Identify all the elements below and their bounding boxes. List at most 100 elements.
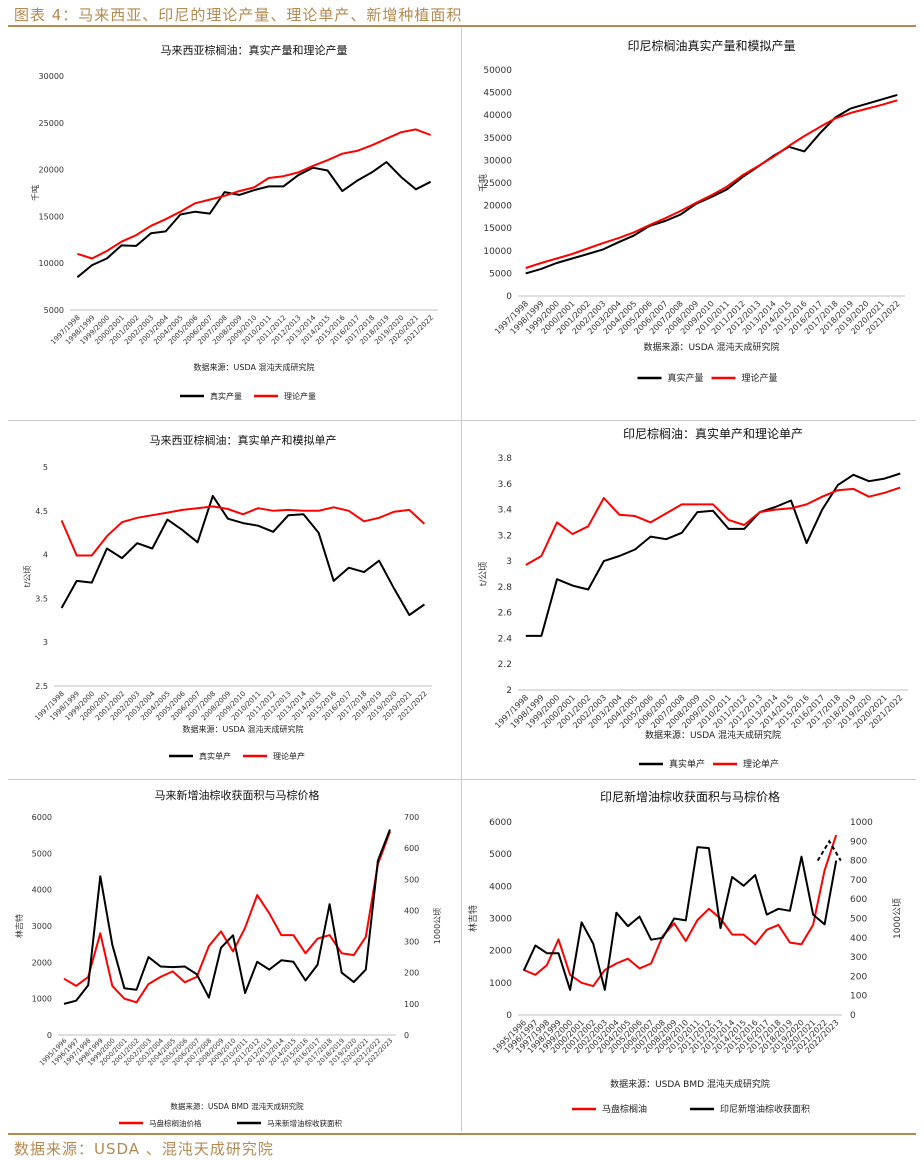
y2-tick-label: 200 — [850, 972, 867, 982]
y-tick-label: 25000 — [483, 179, 512, 189]
legend-label: 马盘棕榈油价格 — [149, 1118, 202, 1128]
chart-svg: 印尼棕榈油：真实单产和理论单产 2 2.2 2.4 2.6 2.8 3 3.2 3.4 3.6 3.… — [478, 426, 908, 770]
y-tick-label: 50000 — [483, 66, 512, 76]
y2-tick-label: 700 — [850, 876, 867, 886]
y-tick-label: 2.4 — [498, 634, 513, 644]
y-tick-label: 5000 — [489, 269, 512, 279]
chart-title: 马来西亚棕榈油：真实产量和理论产量 — [161, 43, 348, 57]
legend-label: 理论产量 — [284, 391, 316, 401]
legend-label: 真实单产 — [199, 751, 231, 761]
chart-title: 印尼棕榈油真实产量和模拟产量 — [627, 38, 795, 53]
y-tick-label: 4000 — [489, 882, 512, 892]
y-tick-label: 0 — [506, 1011, 512, 1021]
chart-title: 马来西亚棕榈油：真实单产和模拟单产 — [150, 433, 337, 447]
y2-tick-label: 100 — [404, 1000, 419, 1009]
chart-id-production: 印尼棕榈油真实产量和模拟产量 0 5000 10000 15000 20000 25000 3… — [462, 28, 914, 418]
y-tick-label: 1000 — [489, 979, 512, 989]
chart-my-area-price: 马来新增油棕收获面积与马棕价格 0 1000 2000 3000 4000 5000 6000… — [8, 781, 460, 1131]
chart-title: 印尼棕榈油：真实单产和理论单产 — [623, 426, 803, 441]
legend-label: 印尼新增油棕收获面积 — [720, 1103, 810, 1115]
y-tick-label: 3.4 — [498, 506, 513, 516]
y-tick-label: 2.6 — [498, 609, 513, 619]
chart-my-production: 马来西亚棕榈油：真实产量和理论产量 5000 10000 15000 20000 2500… — [8, 28, 460, 418]
y-tick-label: 5000 — [32, 849, 52, 858]
chart-title: 马来新增油棕收获面积与马棕价格 — [155, 788, 320, 802]
chart-source-note: 数据来源：USDA 混沌天成研究院 — [183, 724, 304, 734]
chart-svg: 马来西亚棕榈油：真实单产和模拟单产2.533.544.55t/公顷1997/19… — [23, 433, 432, 761]
y-tick-label: 2000 — [489, 947, 512, 957]
y2-tick-label: 800 — [850, 857, 867, 867]
y2-tick-label: 200 — [404, 969, 419, 978]
y-tick-label: 2.2 — [498, 660, 512, 670]
y-tick-label: 3 — [506, 557, 512, 567]
chart-source-note: 数据来源：USDA 混沌天成研究院 — [643, 341, 779, 353]
y-axis-label: t/公顷 — [23, 566, 32, 588]
series-forecast-dashed — [816, 839, 842, 862]
legend-label: 真实产量 — [210, 391, 242, 401]
y-tick-label: 2.5 — [35, 682, 48, 691]
chart-source-note: 数据来源：USDA 混沌天成研究院 — [645, 729, 781, 741]
y-tick-label: 20000 — [483, 202, 512, 212]
y-tick-label: 2.8 — [498, 583, 513, 593]
series-line-actual — [525, 472, 901, 637]
y-tick-label: 2000 — [32, 958, 52, 967]
legend-label: 马盘棕榈油 — [602, 1103, 647, 1115]
y-tick-label: 45000 — [483, 89, 512, 99]
y-axis-label: t/公顷 — [478, 562, 489, 587]
footer-rule — [8, 1133, 916, 1135]
y-tick-label: 6000 — [32, 813, 52, 822]
y-tick-label: 3.5 — [35, 594, 48, 603]
page-footer: 数据来源：USDA 、混沌天成研究院 — [14, 1140, 274, 1158]
chart-svg: 印尼新增油棕收获面积与马棕价格0100020003000400050006000… — [467, 789, 903, 1115]
series-line-actual — [525, 93, 898, 275]
series-line-theory — [60, 505, 426, 557]
column-divider — [461, 28, 462, 1131]
y2-tick-label: 600 — [850, 895, 867, 905]
y2-tick-label: 400 — [850, 934, 867, 944]
chart-title: 印尼新增油棕收获面积与马棕价格 — [600, 789, 780, 804]
y2-tick-label: 500 — [850, 915, 867, 925]
y-axis-label: 林吉特 — [14, 914, 24, 938]
y-tick-label: 5000 — [489, 850, 512, 860]
y2-tick-label: 0 — [850, 1011, 856, 1021]
y-tick-label: 30000 — [39, 72, 64, 81]
y-tick-label: 0 — [47, 1031, 52, 1040]
y-tick-label: 15000 — [483, 224, 512, 234]
chart-source-note: 数据来源：USDA BMD 混沌天成研究院 — [610, 1078, 770, 1090]
y-tick-label: 10000 — [483, 247, 512, 257]
y-tick-label: 3.8 — [498, 454, 513, 464]
y-tick-label: 25000 — [39, 119, 64, 128]
chart-id-yield: 印尼棕榈油：真实单产和理论单产 2 2.2 2.4 2.6 2.8 3 3.2 3.4 3.6 3.… — [462, 422, 914, 777]
y-tick-label: 3 — [43, 638, 48, 647]
y2-tick-label: 300 — [850, 953, 867, 963]
y-tick-label: 35000 — [483, 134, 512, 144]
legend-label: 真实单产 — [669, 758, 705, 770]
y2-tick-label: 0 — [404, 1031, 409, 1040]
y2-axis-label: 1000公顷 — [892, 898, 903, 939]
series-line-theory — [525, 99, 898, 269]
y2-tick-label: 700 — [404, 813, 419, 822]
chart-source-note: 数据来源：USDA BMD 混沌天成研究院 — [170, 1101, 304, 1111]
chart-svg: 印尼棕榈油真实产量和模拟产量 0 5000 10000 15000 20000 25000 3… — [477, 38, 905, 384]
y-tick-label: 5000 — [44, 306, 64, 315]
y-axis-label: 林吉特 — [467, 905, 479, 932]
row-divider-2 — [8, 779, 916, 780]
legend-label: 理论单产 — [273, 751, 305, 761]
series-line-theory — [525, 486, 901, 566]
chart-source-note: 数据来源：USDA 混沌天成研究院 — [194, 362, 315, 372]
y-tick-label: 1000 — [32, 995, 52, 1004]
y-tick-label: 10000 — [39, 259, 64, 268]
y-tick-label: 3000 — [489, 915, 512, 925]
y-tick-label: 15000 — [39, 212, 64, 221]
y-tick-label: 4000 — [32, 886, 52, 895]
legend-label: 马来新增油棕收获面积 — [267, 1118, 342, 1128]
y2-axis-label: 1000公顷 — [433, 908, 442, 944]
y-tick-label: 30000 — [483, 156, 512, 166]
series-line-area — [63, 829, 391, 1005]
series-line-theory — [523, 834, 838, 988]
series-line-actual — [60, 494, 425, 616]
y-tick-label: 4.5 — [35, 507, 48, 516]
series-line-theory — [63, 831, 391, 1004]
chart-my-yield: 马来西亚棕榈油：真实单产和模拟单产 2.5 3 3.5 4 4.5 5 t/公顷 1997/19… — [8, 422, 460, 777]
chart-svg: 马来新增油棕收获面积与马棕价格0100020003000400050006000… — [14, 788, 442, 1128]
